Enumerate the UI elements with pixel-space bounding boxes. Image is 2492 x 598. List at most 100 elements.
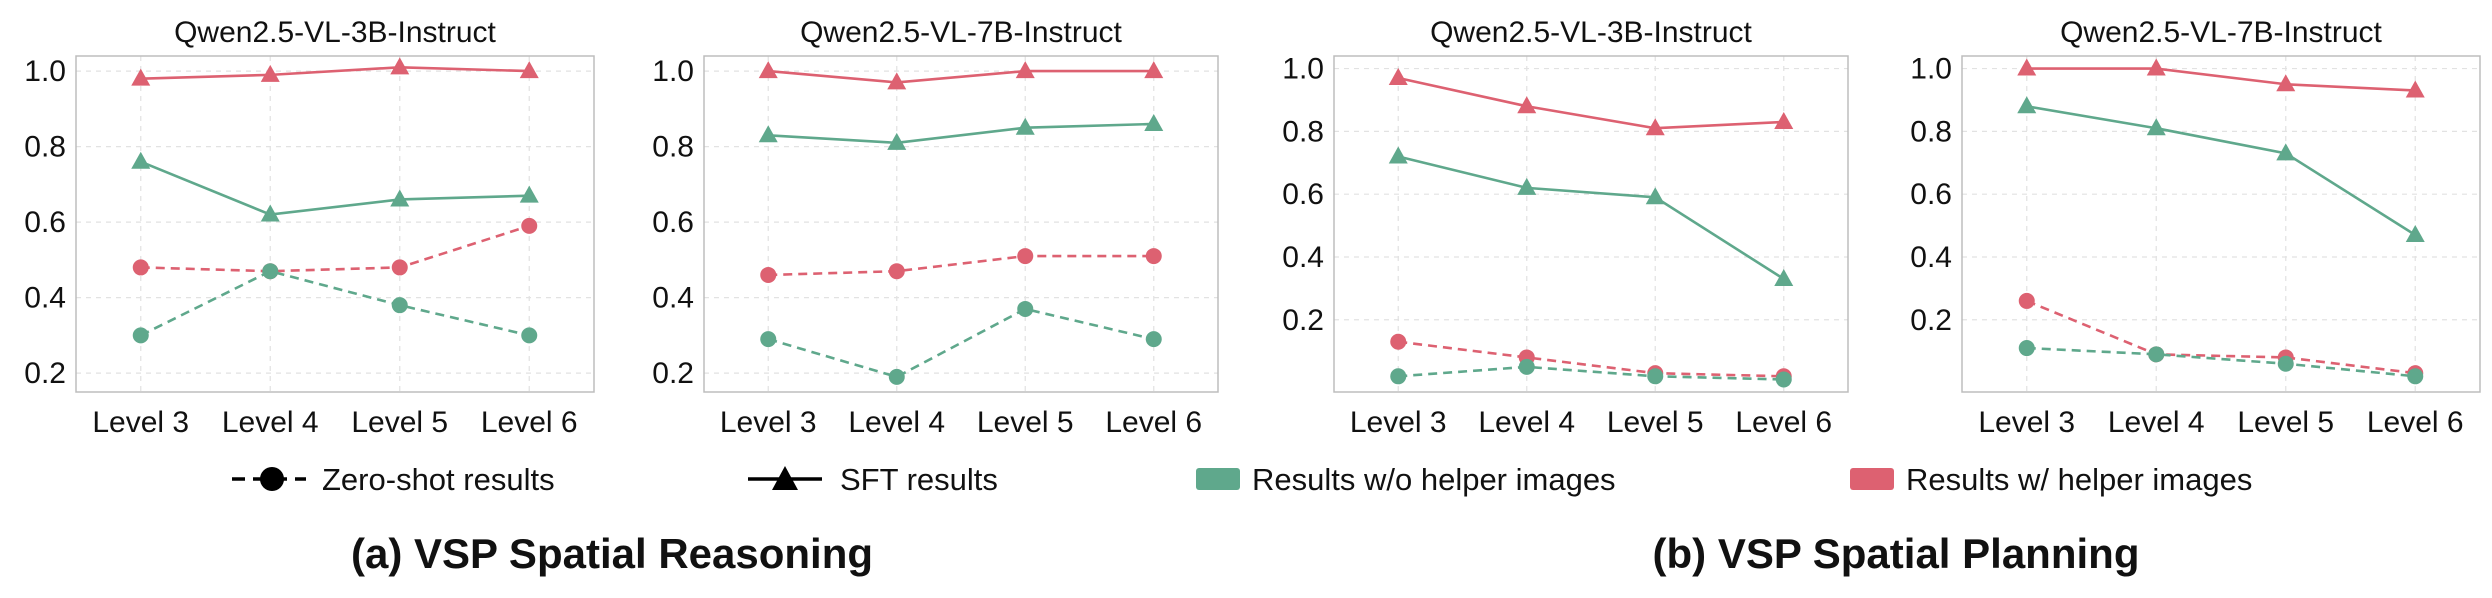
data-point: [519, 61, 539, 79]
series-line: [2026, 346, 2416, 378]
series-zero-shot-without-helper: [760, 300, 1162, 385]
chart-title: Qwen2.5-VL-3B-Instruct: [174, 16, 496, 49]
legend: Zero-shot results SFT results Results w/…: [232, 462, 2252, 497]
data-point: [2017, 58, 2037, 76]
series-sft-without-helper: [1388, 146, 1794, 286]
x-tick-label: Level 6: [481, 406, 578, 439]
series-line: [1398, 340, 1784, 378]
x-tick-label: Level 6: [1735, 406, 1832, 439]
chart-title: Qwen2.5-VL-7B-Instruct: [2060, 16, 2382, 49]
y-tick-label: 1.0: [24, 55, 66, 88]
data-point: [758, 61, 778, 79]
data-point: [260, 64, 280, 82]
y-tick-label: 0.6: [1910, 178, 1952, 211]
data-point: [1144, 61, 1164, 79]
data-point: [888, 368, 905, 385]
data-point: [131, 68, 151, 86]
data-point: [1390, 368, 1407, 385]
data-point: [1145, 248, 1162, 265]
data-point: [1017, 300, 1034, 317]
y-tick-label: 1.0: [652, 55, 694, 88]
data-point: [1144, 113, 1164, 131]
y-tick-label: 0.2: [1910, 304, 1952, 337]
legend-item-zero-shot: Zero-shot results: [232, 462, 555, 497]
data-point: [1017, 248, 1034, 265]
y-tick-label: 0.4: [1282, 241, 1324, 274]
data-point: [1390, 333, 1407, 350]
x-tick-label: Level 3: [1350, 406, 1447, 439]
data-point: [1517, 96, 1537, 114]
data-point: [2405, 80, 2425, 98]
series-zero-shot-without-helper: [2018, 340, 2424, 385]
y-tick-label: 1.0: [1910, 53, 1952, 86]
legend-sft-label: SFT results: [840, 462, 998, 497]
caption-reasoning: (a) VSP Spatial Reasoning: [351, 530, 873, 577]
data-point: [887, 72, 907, 90]
series-sft-with-helper: [131, 57, 539, 86]
series-sft-without-helper: [758, 113, 1164, 150]
data-point: [132, 259, 149, 276]
chart-panel-1: Qwen2.5-VL-3B-Instruct 0.2 0.4 0.6 0.8 1.0 Lev…: [24, 16, 595, 439]
x-tick-label: Level 5: [351, 406, 448, 439]
legend-zero-shot-label: Zero-shot results: [322, 462, 555, 497]
data-point: [2146, 58, 2166, 76]
data-point: [760, 266, 777, 283]
series-line: [1397, 155, 1785, 281]
data-point: [391, 297, 408, 314]
data-point: [390, 189, 410, 207]
x-tick-label: Level 4: [1478, 406, 1575, 439]
x-tick-label: Level 5: [2237, 406, 2334, 439]
series-line: [140, 66, 530, 80]
series-line: [767, 307, 1155, 379]
series-zero-shot-with-helper: [1390, 333, 1792, 385]
data-point: [1388, 146, 1408, 164]
data-point: [1774, 268, 1794, 286]
plot-frame: [75, 55, 595, 393]
legend-with-helper-swatch: [1850, 468, 1894, 490]
y-tick-label: 0.4: [24, 282, 66, 315]
y-tick-label: 0.4: [652, 282, 694, 315]
x-tick-label: Level 4: [2108, 406, 2205, 439]
y-tick-label: 0.8: [652, 131, 694, 164]
chart-title: Qwen2.5-VL-7B-Instruct: [800, 16, 1122, 49]
legend-with-helper-label: Results w/ helper images: [1906, 462, 2252, 497]
data-point: [888, 263, 905, 280]
data-point: [1645, 118, 1665, 136]
y-tick-label: 0.2: [652, 357, 694, 390]
series-line: [1397, 76, 1784, 130]
plot-frame: [703, 55, 1219, 393]
data-point: [2277, 355, 2294, 372]
legend-item-without-helper: Results w/o helper images: [1196, 462, 1616, 497]
x-tick-label: Level 5: [977, 406, 1074, 439]
data-point: [2405, 224, 2425, 242]
legend-without-helper-swatch: [1196, 468, 1240, 490]
series-sft-with-helper: [2017, 58, 2425, 98]
series-zero-shot-with-helper: [132, 217, 538, 280]
x-tick-label: Level 4: [222, 406, 319, 439]
y-tick-label: 0.6: [1282, 178, 1324, 211]
y-tick-label: 0.8: [1282, 115, 1324, 148]
plot-frame: [1961, 55, 2481, 393]
data-point: [391, 259, 408, 276]
caption-planning: (b) VSP Spatial Planning: [1653, 530, 2140, 577]
data-point: [2148, 346, 2165, 363]
chart-panel-2: Qwen2.5-VL-7B-Instruct 0.2 0.4 0.6 0.8 1.0 Lev…: [652, 16, 1219, 439]
x-tick-label: Level 6: [1105, 406, 1202, 439]
data-point: [760, 331, 777, 348]
legend-item-sft: SFT results: [748, 462, 998, 497]
series-sft-without-helper: [2017, 96, 2425, 242]
plot-frame: [1333, 55, 1849, 393]
series-zero-shot-without-helper: [1390, 358, 1792, 388]
series-line: [2026, 104, 2416, 237]
series-sft-with-helper: [758, 61, 1164, 90]
series-line: [768, 254, 1154, 277]
series-zero-shot-with-helper: [760, 248, 1162, 283]
data-point: [2017, 96, 2037, 114]
y-tick-label: 0.4: [1910, 241, 1952, 274]
y-tick-label: 0.6: [24, 206, 66, 239]
data-point: [2407, 368, 2424, 385]
data-point: [1015, 61, 1035, 79]
series-line: [140, 224, 530, 273]
x-tick-label: Level 6: [2367, 406, 2464, 439]
